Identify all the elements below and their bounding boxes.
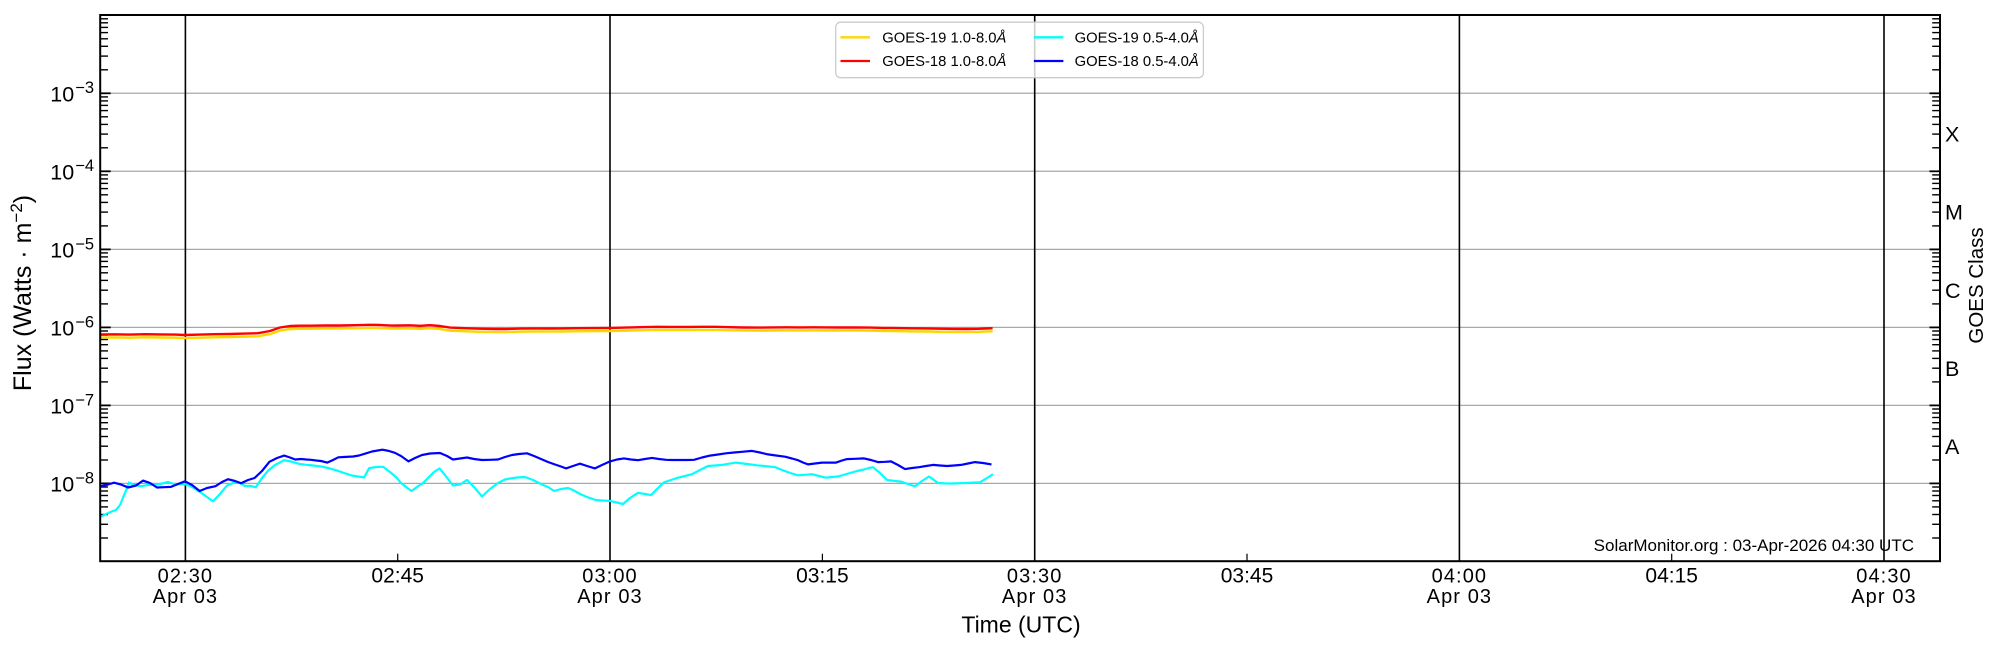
svg-text:B: B [1945,357,1959,381]
svg-text:GOES-18 1.0-8.0Å: GOES-18 1.0-8.0Å [882,53,1006,70]
svg-text:10−7: 10−7 [50,391,94,418]
svg-text:GOES Class: GOES Class [1965,227,1988,343]
svg-text:A: A [1945,435,1960,459]
svg-text:10−5: 10−5 [50,235,94,262]
svg-text:02:45: 02:45 [371,564,424,587]
svg-text:Flux (Watts · m−2): Flux (Watts · m−2) [7,195,37,391]
svg-text:04:15: 04:15 [1645,564,1698,587]
svg-text:04:00: 04:00 [1432,565,1488,587]
svg-text:Apr 03: Apr 03 [153,586,219,608]
svg-text:04:30: 04:30 [1856,565,1912,587]
svg-text:X: X [1945,123,1959,147]
svg-text:Apr 03: Apr 03 [1851,586,1917,608]
svg-text:10−6: 10−6 [50,313,94,340]
svg-text:03:15: 03:15 [796,564,849,587]
svg-text:GOES-19 1.0-8.0Å: GOES-19 1.0-8.0Å [882,30,1006,47]
svg-text:GOES-19 0.5-4.0Å: GOES-19 0.5-4.0Å [1075,30,1199,47]
svg-text:10−3: 10−3 [50,79,94,106]
svg-text:03:30: 03:30 [1007,565,1063,587]
svg-text:SolarMonitor.org : 03-Apr-2026: SolarMonitor.org : 03-Apr-2026 04:30 UTC [1594,536,1914,555]
svg-text:Apr 03: Apr 03 [1002,586,1068,608]
svg-text:03:45: 03:45 [1221,564,1274,587]
svg-text:C: C [1945,279,1961,303]
svg-text:M: M [1945,201,1963,225]
svg-text:GOES-18 0.5-4.0Å: GOES-18 0.5-4.0Å [1075,53,1199,70]
svg-text:03:00: 03:00 [582,565,638,587]
svg-text:Time (UTC): Time (UTC) [961,612,1080,638]
svg-text:Apr 03: Apr 03 [1427,586,1493,608]
svg-text:02:30: 02:30 [158,565,214,587]
svg-text:10−4: 10−4 [50,157,94,184]
svg-text:Apr 03: Apr 03 [577,586,643,608]
svg-text:10−8: 10−8 [50,469,94,496]
